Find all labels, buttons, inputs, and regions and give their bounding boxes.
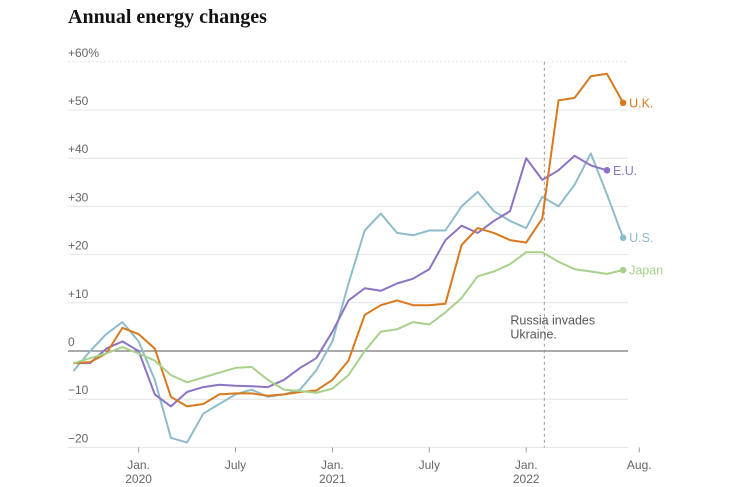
series-end-dot [619,234,627,242]
y-tick-label: −20 [68,431,89,445]
annotation-text: Russia invades [510,313,595,327]
x-tick-year-label: 2022 [513,472,540,486]
series-label: U.S. [629,231,653,245]
series-label: E.U. [613,164,637,178]
chart-title: Annual energy changes [68,6,267,28]
y-tick-label: −10 [68,383,89,397]
y-tick-label: +20 [68,239,89,253]
series-lines [73,72,627,444]
series-line [73,152,625,444]
y-tick-label: +40 [68,142,89,156]
series-label: Japan [629,264,663,278]
x-tick-label: Jan. [321,458,344,472]
y-tick-label: +30 [68,190,89,204]
series-line [73,154,608,408]
series-line [73,251,625,394]
annotation-text: Ukraine. [510,327,557,341]
series-line [73,72,625,408]
x-tick-year-label: 2020 [125,472,152,486]
y-tick-label: +50 [68,94,89,108]
x-tick-year-label: 2021 [319,472,346,486]
x-tick-label: Jan. [127,458,150,472]
x-tick-label: July [225,458,246,472]
series-label: U.K. [629,96,653,110]
x-tick-label: July [419,458,440,472]
x-tick-label: Jan. [515,458,538,472]
y-tick-label: +60% [68,46,99,60]
series-end-dot [603,166,611,174]
y-tick-label: +10 [68,287,89,301]
x-tick-label: Aug. [627,458,652,472]
series-end-dot [619,99,627,107]
y-tick-label: 0 [68,335,75,349]
series-end-labels: U.S. E.U. U.K. Japan [613,96,663,277]
series-end-dot [619,266,627,274]
